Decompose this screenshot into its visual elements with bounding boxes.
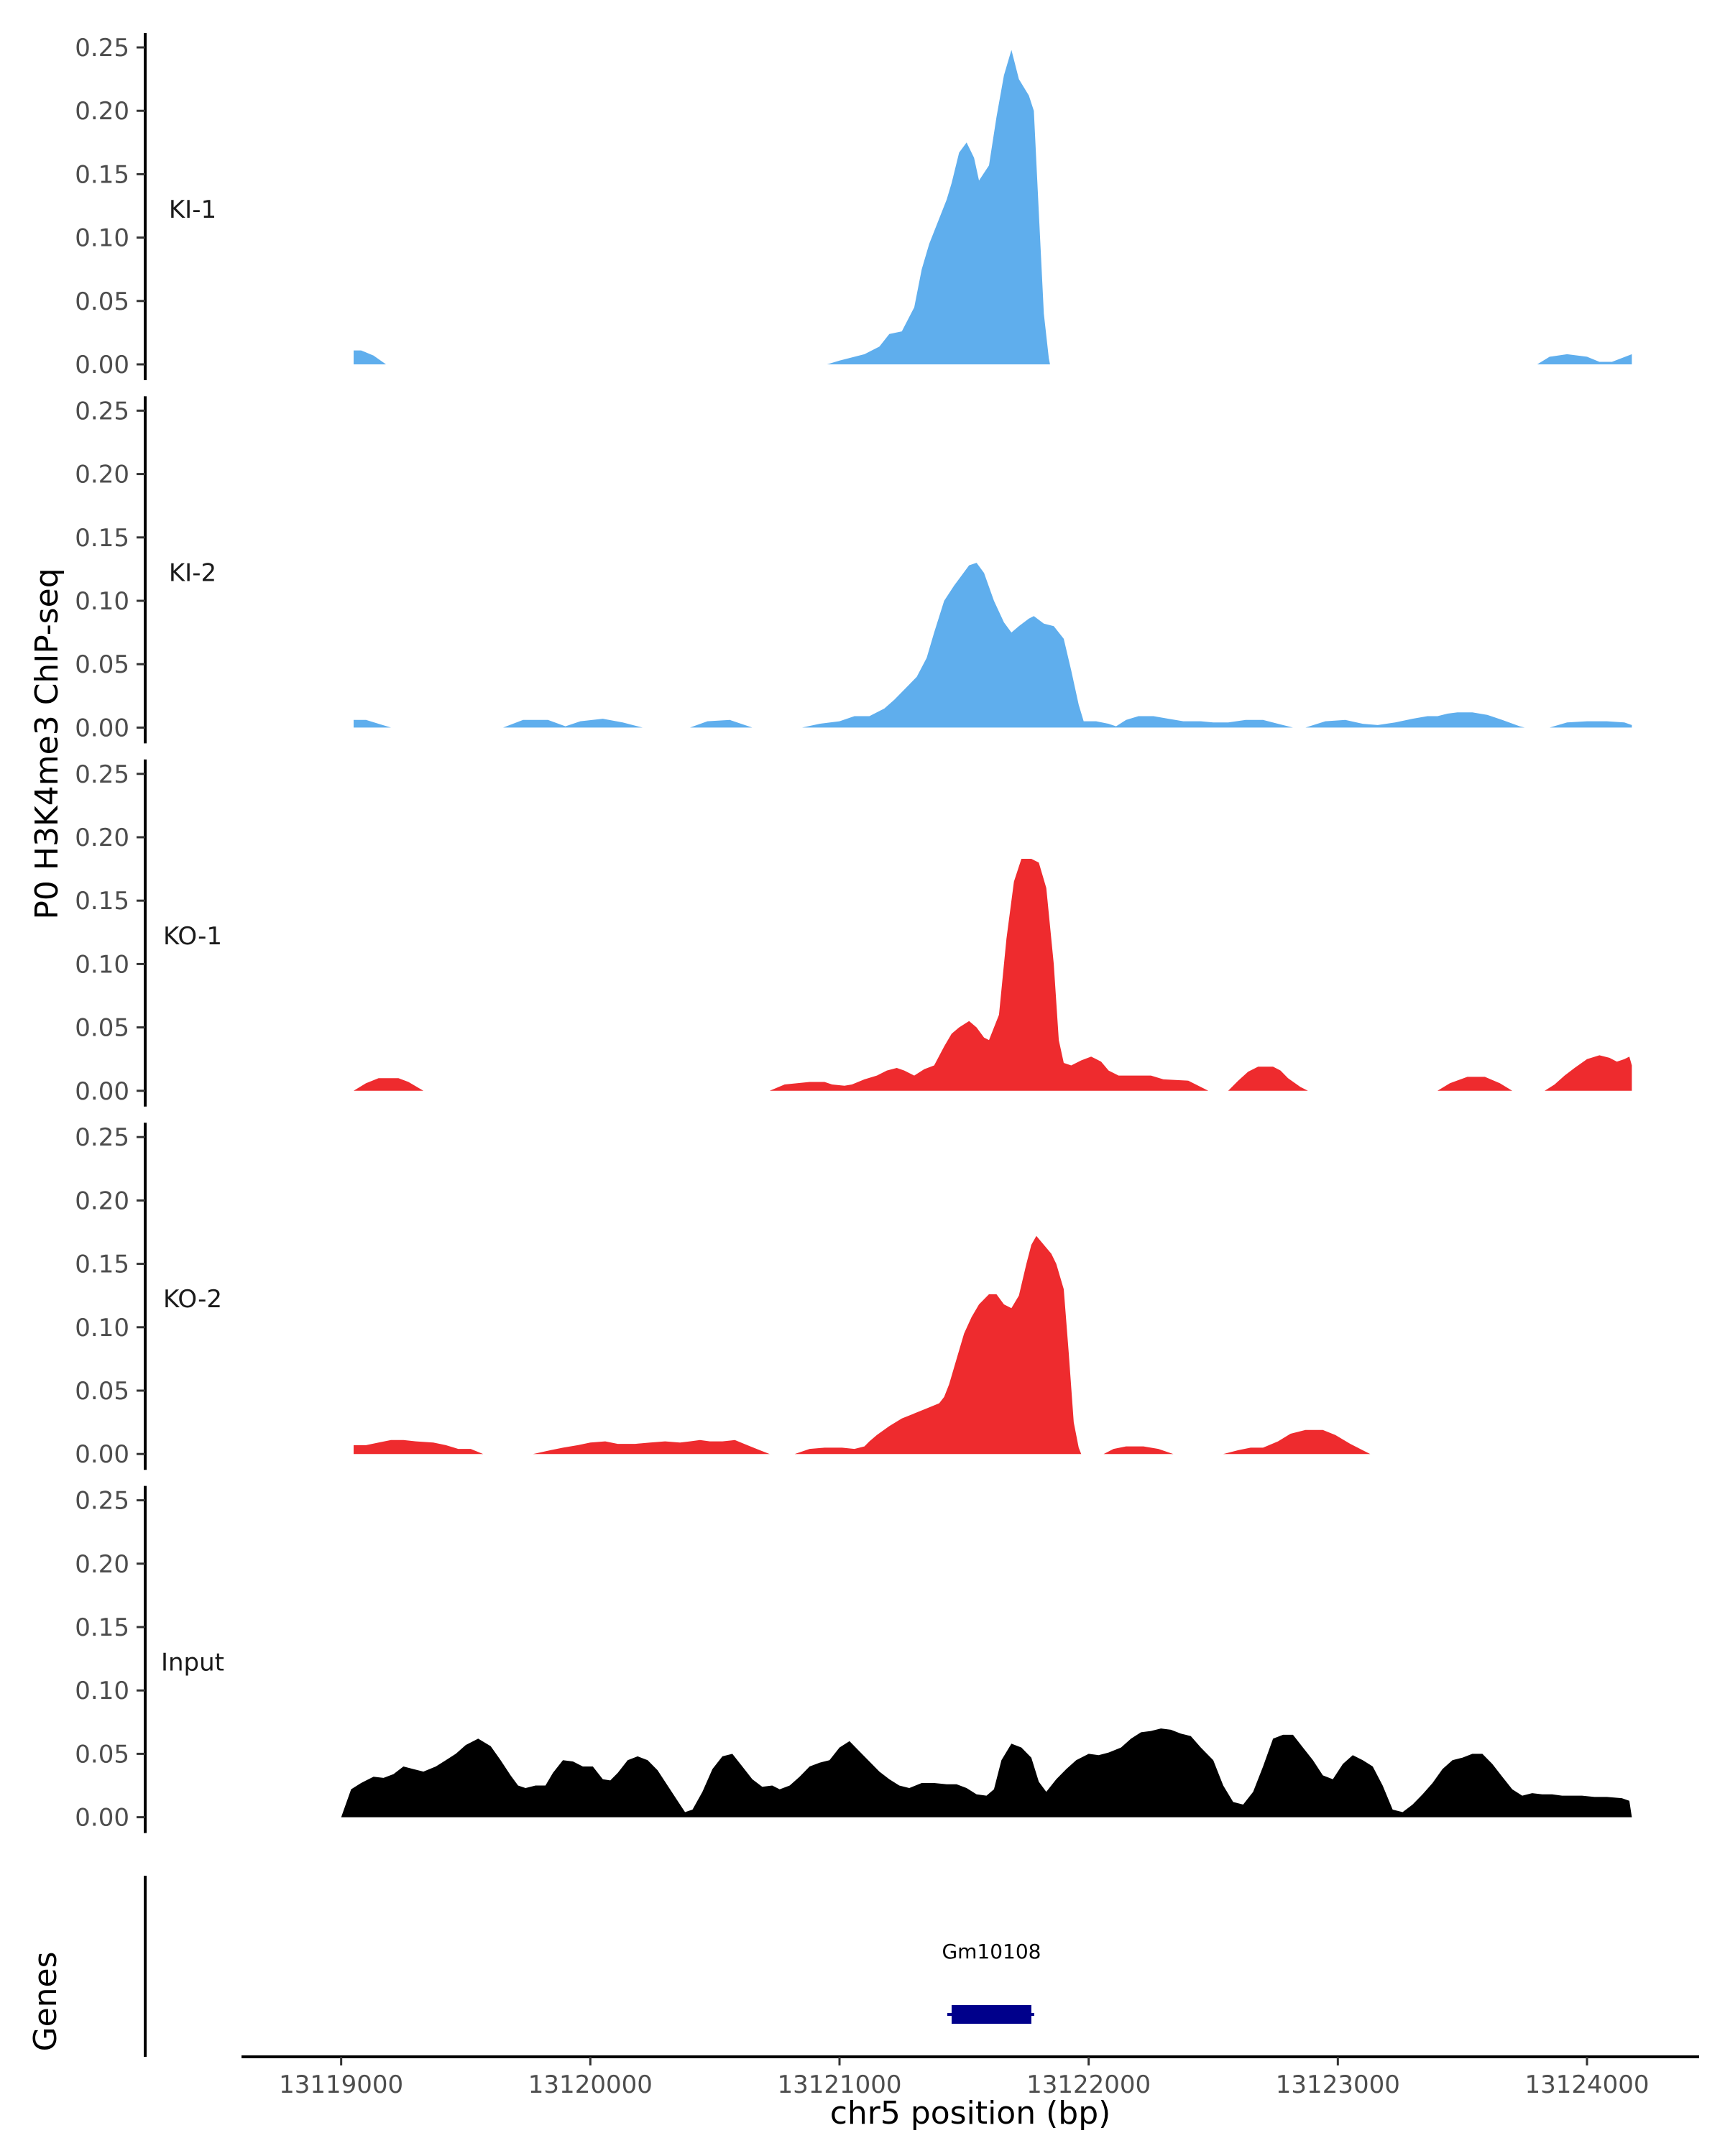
y-tick-label: 0.10: [75, 224, 129, 253]
track-label: KI-1: [169, 195, 216, 224]
genes-panel: Gm10108: [144, 1876, 1041, 2057]
y-tick-label: 0.10: [75, 1314, 129, 1342]
y-tick-label: 0.15: [75, 887, 129, 916]
signal-area: [1545, 1055, 1632, 1091]
gene-label: Gm10108: [942, 1940, 1041, 1963]
y-tick-label: 0.20: [75, 1187, 129, 1215]
y-tick-label: 0.00: [75, 714, 129, 742]
signal-area: [1537, 354, 1632, 364]
track-label: KO-1: [163, 922, 222, 951]
y-tick-label: 0.10: [75, 1677, 129, 1705]
y-tick-label: 0.25: [75, 397, 129, 425]
y-tick-label: 0.25: [75, 760, 129, 789]
signal-area: [354, 719, 391, 728]
signal-area: [1103, 1446, 1174, 1455]
track-label: KI-2: [169, 558, 216, 587]
x-tick-label: 13120000: [528, 2070, 653, 2099]
signal-area: [354, 1439, 484, 1455]
track-label: KO-2: [163, 1285, 222, 1314]
signal-area: [341, 1728, 1632, 1818]
signal-area: [533, 1439, 770, 1455]
y-tick-label: 0.05: [75, 287, 129, 316]
x-axis-title: chr5 position (bp): [830, 2095, 1111, 2132]
y-tick-label: 0.00: [75, 351, 129, 379]
y-tick-label: 0.25: [75, 1487, 129, 1516]
y-tick-label: 0.25: [75, 1123, 129, 1152]
signal-area: [802, 563, 1293, 728]
signal-area: [690, 719, 753, 728]
x-tick-label: 13124000: [1524, 2070, 1649, 2099]
y-tick-label: 0.05: [75, 1014, 129, 1043]
y-tick-label: 0.10: [75, 587, 129, 616]
y-tick-label: 0.25: [75, 34, 129, 63]
signal-area: [354, 350, 387, 364]
x-tick-label: 13123000: [1276, 2070, 1400, 2099]
signal-area: [827, 50, 1050, 364]
y-tick-label: 0.20: [75, 824, 129, 852]
track-ki-2: 0.00 0.05 0.10 0.15 0.20 0.25 KI-2: [75, 396, 1632, 744]
track-ko-1: 0.00 0.05 0.10 0.15 0.20 0.25 KO-1: [75, 759, 1632, 1107]
y-tick-label: 0.15: [75, 1250, 129, 1279]
y-tick-label: 0.00: [75, 1804, 129, 1833]
y-tick-label: 0.20: [75, 97, 129, 126]
signal-area: [769, 859, 1209, 1091]
track-ki-1: 0.00 0.05 0.10 0.15 0.20 0.25 KI-1: [75, 33, 1632, 380]
signal-area: [1438, 1077, 1512, 1091]
x-tick-label: 13122000: [1026, 2070, 1151, 2099]
signal-area: [1228, 1067, 1308, 1091]
y-tick-label: 0.05: [75, 650, 129, 679]
genes-axis-title: Genes: [27, 1951, 64, 2051]
y-tick-label: 0.00: [75, 1077, 129, 1106]
signal-area: [1550, 721, 1632, 728]
x-axis: 13119000 13120000 13121000 13122000 13123000…: [242, 2055, 1699, 2099]
track-ko-2: 0.00 0.05 0.10 0.15 0.20 0.25 KO-2: [75, 1123, 1371, 1470]
signal-area: [1223, 1429, 1371, 1455]
y-tick-label: 0.05: [75, 1377, 129, 1406]
track-label: Input: [161, 1649, 224, 1677]
signal-area: [794, 1235, 1082, 1455]
y-tick-label: 0.15: [75, 524, 129, 553]
y-tick-label: 0.00: [75, 1440, 129, 1469]
track-input: 0.00 0.05 0.10 0.15 0.20 0.25 Input: [75, 1485, 1632, 1833]
y-tick-label: 0.15: [75, 1613, 129, 1642]
x-tick-label: 13121000: [777, 2070, 901, 2099]
y-tick-label: 0.05: [75, 1740, 129, 1769]
x-tick-label: 13119000: [279, 2070, 403, 2099]
y-axis-title: P0 H3K4me3 ChIP-seq: [29, 568, 65, 919]
y-tick-label: 0.20: [75, 461, 129, 489]
signal-area: [354, 1078, 424, 1091]
y-tick-label: 0.15: [75, 160, 129, 189]
signal-area: [1305, 712, 1525, 728]
y-tick-label: 0.10: [75, 950, 129, 979]
signal-tracks: 0.00 0.05 0.10 0.15 0.20 0.25 KI-1 0.00 0.05 0.10…: [75, 33, 1632, 1833]
signal-area: [503, 719, 643, 728]
y-tick-label: 0.20: [75, 1550, 129, 1579]
